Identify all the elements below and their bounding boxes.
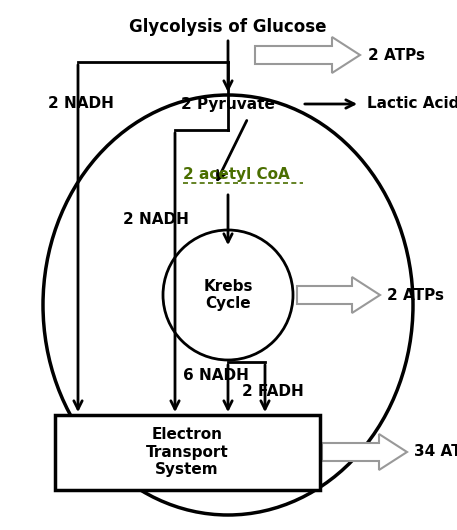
Text: Krebs
Cycle: Krebs Cycle — [203, 279, 253, 311]
Ellipse shape — [43, 95, 413, 515]
Polygon shape — [322, 434, 407, 470]
Text: 6 NADH: 6 NADH — [183, 367, 249, 383]
Text: 2 Pyruvate: 2 Pyruvate — [181, 97, 275, 112]
Text: 2 ATPs: 2 ATPs — [368, 48, 425, 63]
Text: 2 NADH: 2 NADH — [123, 213, 189, 227]
Circle shape — [163, 230, 293, 360]
Polygon shape — [297, 277, 380, 313]
Text: 2 acetyl CoA: 2 acetyl CoA — [183, 167, 290, 182]
Text: 2 NADH: 2 NADH — [48, 96, 114, 111]
Polygon shape — [255, 37, 360, 73]
Text: Lactic Acid: Lactic Acid — [367, 96, 457, 111]
Text: Electron
Transport
System: Electron Transport System — [146, 427, 228, 477]
Text: 34 ATPs: 34 ATPs — [414, 445, 457, 460]
FancyBboxPatch shape — [55, 415, 320, 490]
Text: Glycolysis of Glucose: Glycolysis of Glucose — [129, 18, 327, 36]
Text: 2 ATPs: 2 ATPs — [387, 287, 444, 303]
Text: 2 FADH: 2 FADH — [242, 384, 304, 400]
